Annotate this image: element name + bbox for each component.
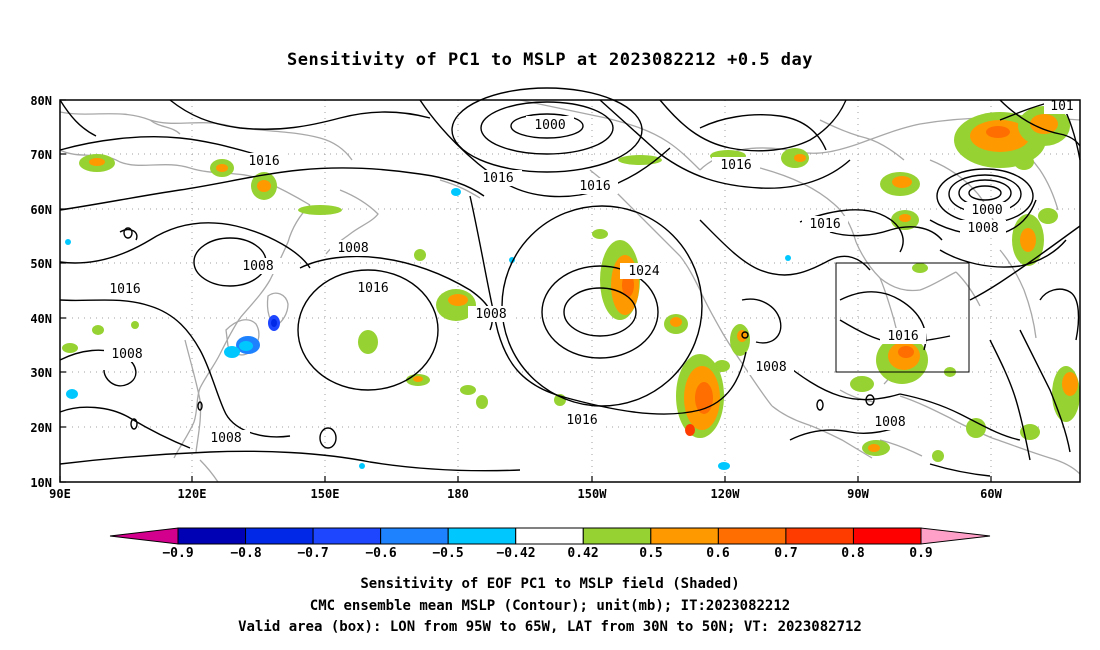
contour-label: 1016 xyxy=(887,329,918,344)
contour-label: 1016 xyxy=(109,282,140,297)
colorbar-tick-label: 0.7 xyxy=(774,546,797,561)
contour-label: 1016 xyxy=(809,217,840,232)
contour-label: 1000 xyxy=(971,203,1002,218)
colorbar-tick-label: −0.6 xyxy=(365,546,396,561)
colorbar-swatch xyxy=(312,527,382,545)
lat-label: 80N xyxy=(30,94,52,108)
sensitivity-shading xyxy=(62,106,1080,470)
caption-line-valid-area: Valid area (box): LON from 95W to 65W, L… xyxy=(238,619,862,635)
lon-label: 180 xyxy=(447,487,469,501)
lat-label: 40N xyxy=(30,312,52,326)
contour-label: 1008 xyxy=(337,241,368,256)
contour-label: 1016 xyxy=(248,154,279,169)
colorbar-swatch xyxy=(447,527,517,545)
latitude-labels: 80N 70N 60N 50N 40N 30N 20N 10N xyxy=(30,94,52,490)
lat-label: 10N xyxy=(30,476,52,490)
contour-label: 1016 xyxy=(357,281,388,296)
caption-line-shading: Sensitivity of EOF PC1 to MSLP field (Sh… xyxy=(360,576,740,592)
contour-label: 1024 xyxy=(628,264,659,279)
colorbar-swatch xyxy=(785,527,854,545)
map-title: Sensitivity of PC1 to MSLP at 2023082212… xyxy=(286,50,813,70)
contour-label: 1008 xyxy=(755,360,786,375)
longitude-labels: 90E 120E 150E 180 150W 120W 90W 60W xyxy=(49,487,1002,501)
lon-label: 90E xyxy=(49,487,71,501)
contour-label: 1000 xyxy=(534,118,565,133)
colorbar-tick-label: 0.5 xyxy=(639,546,662,561)
colorbar-tick-label: 0.42 xyxy=(567,546,598,561)
colorbar-tick-label: 0.9 xyxy=(909,546,932,561)
plot-border xyxy=(59,99,1081,483)
colorbar-tick-label: 0.8 xyxy=(841,546,865,561)
colorbar-low-arrow xyxy=(109,527,179,545)
colorbar-high-arrow xyxy=(920,527,991,545)
colorbar-swatch xyxy=(177,527,247,545)
lon-label: 120W xyxy=(711,487,741,501)
colorbar-swatch xyxy=(515,527,584,545)
colorbar-tick-label: −0.7 xyxy=(297,546,328,561)
colorbar-tick-label: −0.42 xyxy=(496,546,535,561)
contour-label: 1008 xyxy=(111,347,142,362)
lat-label: 20N xyxy=(30,421,52,435)
lat-label: 50N xyxy=(30,257,52,271)
contour-label: 1016 xyxy=(566,413,597,428)
caption-line-contour: CMC ensemble mean MSLP (Contour); unit(m… xyxy=(309,597,791,614)
caption: Sensitivity of EOF PC1 to MSLP field (Sh… xyxy=(0,574,1100,639)
contour-label: 1008 xyxy=(210,431,241,446)
contour-label: 1016 xyxy=(482,171,513,186)
lat-label: 70N xyxy=(30,148,52,162)
colorbar: −0.9 −0.8 −0.7 −0.6 −0.5 −0.42 0.42 0.5 … xyxy=(109,527,991,561)
lon-label: 150W xyxy=(578,487,608,501)
colorbar-swatch xyxy=(582,527,652,545)
lon-label: 120E xyxy=(178,487,207,501)
lon-label: 90W xyxy=(847,487,869,501)
contour-label: 1016 xyxy=(579,179,610,194)
lat-label: 30N xyxy=(30,366,52,380)
contour-labels: 1000 1016 1016 1016 1016 1008 1008 1016 … xyxy=(102,98,1080,446)
colorbar-tick-label: 0.6 xyxy=(706,546,730,561)
colorbar-swatch xyxy=(650,527,719,545)
contour-label: 101 xyxy=(1050,99,1073,114)
contour-label: 1008 xyxy=(475,307,506,322)
tick-marks xyxy=(59,99,992,483)
colorbar-swatch xyxy=(717,527,787,545)
colorbar-swatch xyxy=(380,527,449,545)
colorbar-swatch xyxy=(852,527,922,545)
contour-label: 1016 xyxy=(720,158,751,173)
contour-label: 1008 xyxy=(967,221,998,236)
colorbar-swatch xyxy=(245,527,314,545)
plot-area: 1000 1016 1016 1016 1016 1008 1008 1016 … xyxy=(59,87,1081,483)
contour-label: 1008 xyxy=(874,415,905,430)
lon-label: 60W xyxy=(980,487,1002,501)
lon-label: 150E xyxy=(311,487,340,501)
colorbar-tick-label: −0.5 xyxy=(432,546,463,561)
lat-label: 60N xyxy=(30,203,52,217)
contour-label: 1008 xyxy=(242,259,273,274)
colorbar-tick-label: −0.8 xyxy=(230,546,261,561)
valid-area-box xyxy=(835,262,970,373)
colorbar-tick-label: −0.9 xyxy=(162,546,193,561)
